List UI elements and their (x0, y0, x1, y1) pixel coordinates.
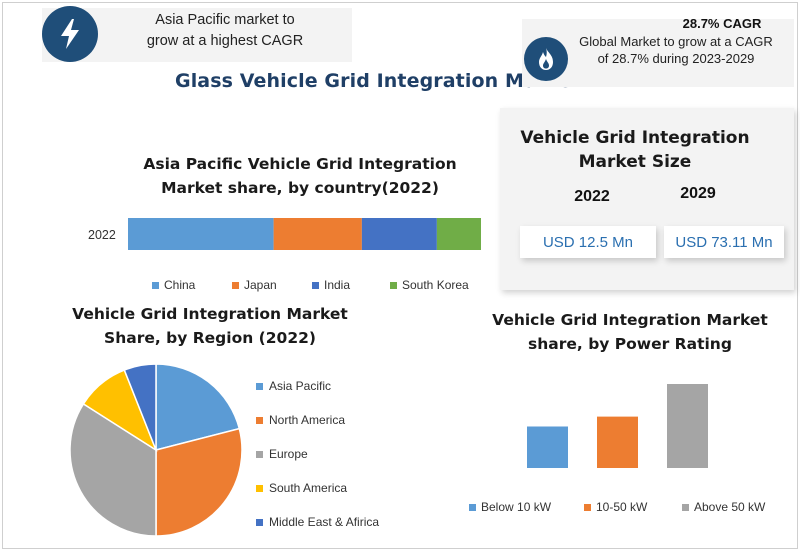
legend-label-0: Below 10 kW (481, 500, 552, 514)
pie-slice-1 (155, 427, 243, 537)
legend-swatch-0 (469, 504, 476, 511)
legend-label-2: India (324, 278, 350, 292)
category-label: 2022 (88, 228, 116, 242)
legend-label-1: Japan (244, 278, 277, 292)
market-size-title: Vehicle Grid Integration Market Size (520, 128, 750, 172)
market-size-panel (500, 108, 794, 290)
legend-swatch-2 (312, 282, 319, 289)
flame-icon (524, 37, 568, 81)
page-title: Glass Vehicle Grid Integration Market (175, 70, 581, 92)
legend-swatch-1 (232, 282, 239, 289)
bar-segment-2 (361, 218, 437, 250)
region-chart: Asia Pacific North America Europe South Ame… (69, 363, 379, 537)
market-size-value-2029: USD 73.11 Mn (664, 226, 784, 258)
cagr-label: 28.7% CAGR (682, 16, 762, 31)
power-chart-title: Vehicle Grid Integration Market share, b… (492, 311, 768, 353)
legend-label-3: South America (269, 481, 347, 495)
market-size-year-2029: 2029 (680, 185, 716, 202)
market-size-year-2022: 2022 (574, 188, 610, 205)
lightning-icon (42, 6, 98, 62)
asia-callout-text: Asia Pacific market to grow at a highest… (146, 12, 304, 49)
legend-label-0: Asia Pacific (269, 379, 331, 393)
bar-0 (527, 426, 568, 468)
bar-segment-0 (128, 218, 274, 250)
legend-swatch-3 (390, 282, 397, 289)
legend-swatch-4 (256, 519, 263, 526)
pie-slice-4 (123, 363, 157, 451)
legend-swatch-2 (256, 451, 263, 458)
legend-label-2: Europe (269, 447, 308, 461)
legend-label-4: Middle East & Afirica (269, 515, 379, 529)
country-chart-title: Asia Pacific Vehicle Grid Integration Ma… (143, 155, 457, 197)
legend-swatch-3 (256, 485, 263, 492)
market-size-value-2022: USD 12.5 Mn (520, 226, 656, 258)
bar-1 (597, 416, 638, 468)
legend-swatch-0 (256, 383, 263, 390)
bar-2 (667, 384, 708, 468)
country-chart: 2022 China Japan India South Korea (88, 218, 481, 292)
pie-slice-0 (155, 363, 241, 451)
legend-label-1: North America (269, 413, 345, 427)
region-chart-title: Vehicle Grid Integration Market Share, b… (72, 305, 348, 347)
global-callout-text: Global Market to grow at a CAGR of 28.7%… (579, 34, 773, 66)
legend-label-1: 10-50 kW (596, 500, 648, 514)
legend-swatch-0 (152, 282, 159, 289)
legend-swatch-1 (256, 417, 263, 424)
legend-label-3: South Korea (402, 278, 469, 292)
legend-swatch-1 (584, 504, 591, 511)
bar-segment-1 (273, 218, 362, 250)
legend-label-0: China (164, 278, 196, 292)
legend-label-2: Above 50 kW (694, 500, 766, 514)
power-chart: Below 10 kW 10-50 kW Above 50 kW (469, 384, 766, 514)
bar-segment-3 (436, 218, 481, 250)
legend-swatch-2 (682, 504, 689, 511)
